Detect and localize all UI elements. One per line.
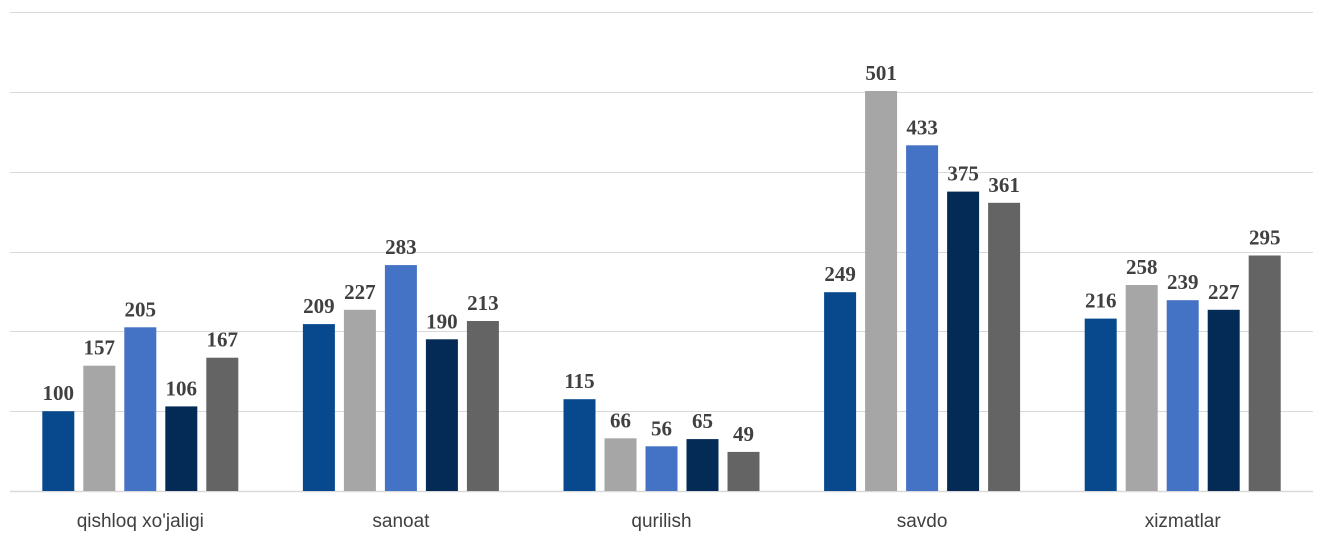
data-label: 115: [564, 369, 594, 393]
data-label: 49: [733, 422, 754, 446]
x-tick-label: sanoat: [372, 511, 430, 532]
data-label: 56: [651, 416, 672, 440]
category-labels: qishloq xo'jaligi sanoat qurilish savdo xizm…: [77, 511, 1222, 532]
x-tick-label: savdo: [897, 511, 948, 532]
bar: [466, 321, 499, 491]
data-label: 249: [824, 262, 856, 286]
bar: [824, 292, 857, 491]
data-label: 295: [1249, 226, 1281, 250]
data-label: 227: [344, 280, 376, 304]
data-label: 66: [610, 408, 631, 432]
data-label: 227: [1208, 280, 1240, 304]
data-label: 501: [865, 61, 897, 85]
data-label: 65: [692, 409, 713, 433]
x-tick-label: qishloq xo'jaligi: [77, 511, 204, 532]
data-label: 209: [303, 294, 335, 318]
bar: [906, 145, 939, 492]
bar: [1084, 318, 1117, 491]
bar: [124, 327, 157, 491]
data-label: 100: [43, 381, 75, 405]
data-label: 433: [906, 115, 938, 139]
bar: [302, 324, 335, 491]
data-label: 213: [467, 291, 499, 315]
bar: [384, 265, 417, 491]
data-label: 216: [1085, 289, 1117, 313]
bars: [42, 91, 1281, 492]
bar: [165, 406, 198, 491]
bar: [1207, 309, 1240, 491]
bar: [83, 365, 116, 491]
bar: [645, 446, 678, 491]
data-label: 205: [125, 297, 157, 321]
data-label: 375: [947, 162, 979, 186]
bar: [206, 357, 239, 491]
bar: [947, 191, 980, 491]
bar: [343, 309, 376, 491]
x-tick-label: xizmatlar: [1145, 511, 1222, 532]
x-tick-label: qurilish: [631, 511, 691, 532]
data-label: 258: [1126, 255, 1158, 279]
data-label: 239: [1167, 270, 1199, 294]
value-labels: 100 157 205 106 167 209 227 283 190 213 115 66 56 65 4…: [43, 61, 1281, 446]
bar: [42, 411, 75, 491]
data-label: 190: [426, 309, 458, 333]
bar: [727, 451, 760, 491]
data-label: 157: [84, 336, 116, 360]
bar: [425, 339, 458, 491]
bar: [988, 202, 1021, 492]
bar: [1125, 285, 1158, 491]
data-label: 106: [166, 376, 198, 400]
bar: [563, 399, 596, 491]
bar: [686, 439, 719, 491]
data-label: 167: [207, 328, 239, 352]
bar: [865, 91, 898, 491]
bar: [1166, 300, 1199, 491]
data-label: 283: [385, 235, 417, 259]
data-label: 361: [988, 173, 1020, 197]
bar: [604, 438, 637, 491]
bar: [1248, 255, 1281, 491]
